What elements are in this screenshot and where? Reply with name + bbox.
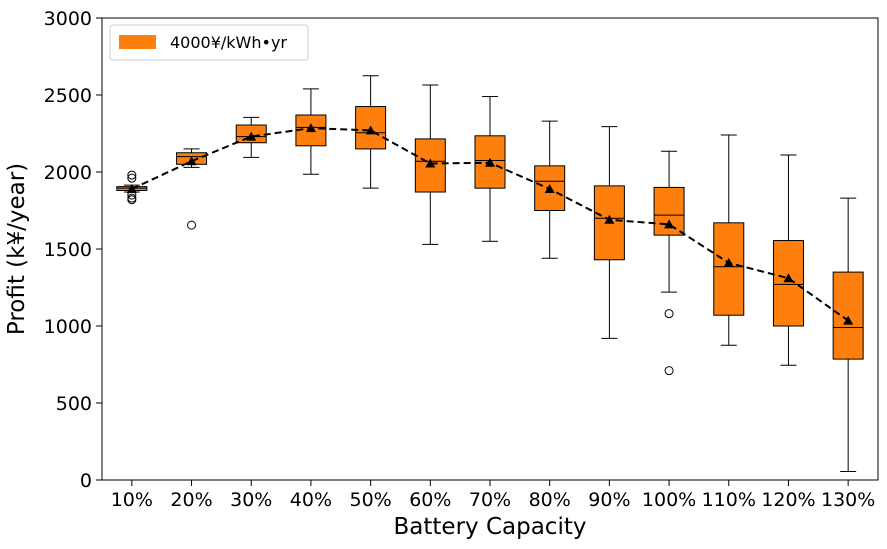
plot-content	[116, 75, 864, 473]
outlier-point	[127, 173, 137, 183]
box-group	[593, 126, 625, 339]
y-axis-label: Profit (k¥/year)	[4, 163, 30, 335]
box-group	[713, 134, 745, 346]
mean-marker	[723, 257, 734, 267]
legend-frame	[109, 24, 309, 61]
axes: 0 500 1000 1500 2000 2500 3000 10% 20% 30% 40% 50% 6…	[44, 8, 876, 511]
x-tick-label: 60%	[409, 489, 451, 511]
x-tick-label: 120%	[761, 489, 815, 511]
mean-marker	[365, 125, 376, 135]
outlier-point	[187, 220, 197, 230]
x-tick-label: 20%	[170, 489, 212, 511]
mean-marker	[783, 273, 794, 283]
box	[772, 240, 804, 327]
x-tick-label: 50%	[349, 489, 391, 511]
legend: 4000¥/kWh•yr	[109, 24, 309, 61]
x-tick-label: 30%	[230, 489, 272, 511]
y-tick-label: 0	[80, 470, 92, 492]
box	[713, 222, 745, 316]
mean-marker	[305, 123, 316, 133]
legend-label: 4000¥/kWh•yr	[170, 33, 287, 52]
y-tick-label: 1500	[44, 239, 92, 261]
mean-marker	[485, 157, 495, 167]
x-tick-label: 130%	[821, 489, 875, 511]
box-group	[832, 197, 864, 473]
x-tick-label: 80%	[529, 489, 571, 511]
x-tick-label: 110%	[702, 489, 756, 511]
mean-marker	[186, 156, 197, 166]
plot-area-frame	[101, 17, 879, 481]
y-tick-label: 500	[56, 393, 92, 415]
x-tick-label: 70%	[469, 489, 511, 511]
outlier-point	[664, 309, 674, 319]
outlier-point	[127, 193, 137, 203]
mean-marker	[843, 315, 854, 325]
box	[832, 271, 864, 360]
outlier-point	[127, 170, 137, 180]
x-tick-label: 40%	[290, 489, 332, 511]
y-tick-label: 3000	[44, 8, 92, 30]
mean-marker	[544, 183, 555, 193]
x-tick-label: 10%	[111, 489, 153, 511]
mean-marker	[246, 131, 257, 141]
box-group	[653, 150, 685, 376]
y-tick-label: 2000	[44, 162, 92, 184]
mean-marker	[664, 219, 675, 229]
y-tick-label: 1000	[44, 316, 92, 338]
mean-marker	[604, 214, 615, 224]
y-tick-label: 2500	[44, 85, 92, 107]
legend-swatch	[119, 35, 156, 49]
x-tick-label: 100%	[642, 489, 696, 511]
box-group	[474, 96, 506, 242]
x-axis-label: Battery Capacity	[394, 514, 587, 540]
outlier-point	[664, 366, 674, 376]
box-group	[355, 75, 387, 189]
box-group	[772, 154, 804, 366]
mean-marker	[425, 158, 436, 168]
mean-marker	[126, 183, 137, 193]
box	[355, 106, 387, 150]
x-tick-label: 90%	[588, 489, 630, 511]
